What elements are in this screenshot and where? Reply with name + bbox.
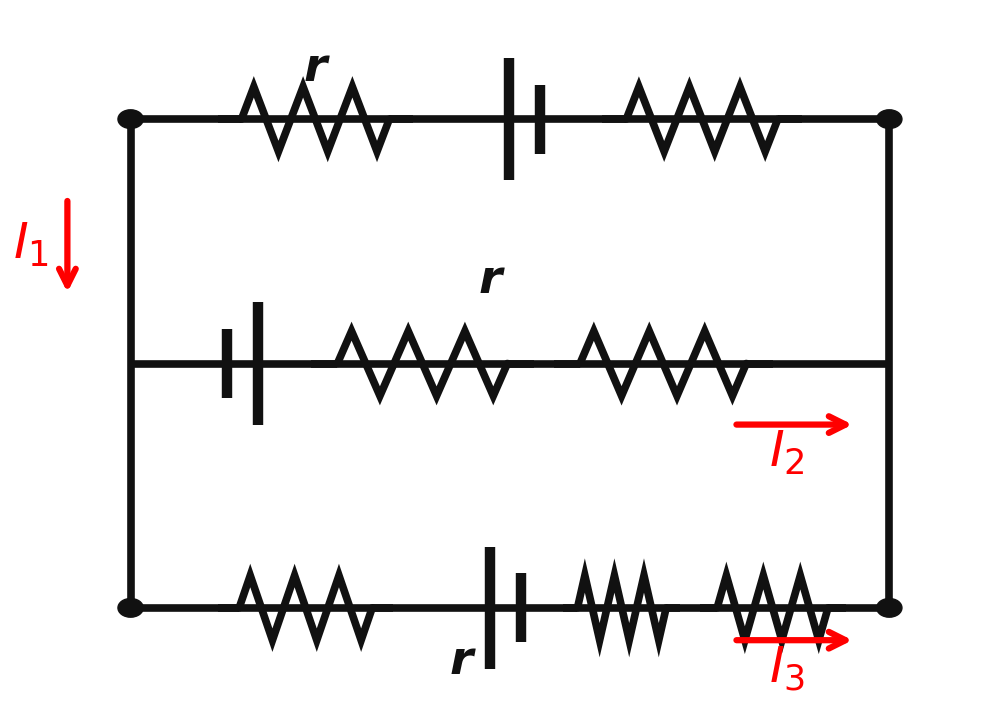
Text: r: r xyxy=(449,639,473,684)
Text: $\mathit{I}_3$: $\mathit{I}_3$ xyxy=(769,645,805,693)
Text: r: r xyxy=(304,47,327,92)
Text: $\mathit{I}_1$: $\mathit{I}_1$ xyxy=(14,221,49,269)
Circle shape xyxy=(118,110,143,129)
Circle shape xyxy=(877,110,902,129)
Text: $\mathit{I}_2$: $\mathit{I}_2$ xyxy=(769,429,805,478)
Circle shape xyxy=(877,598,902,617)
Circle shape xyxy=(118,598,143,617)
Text: r: r xyxy=(479,258,502,303)
